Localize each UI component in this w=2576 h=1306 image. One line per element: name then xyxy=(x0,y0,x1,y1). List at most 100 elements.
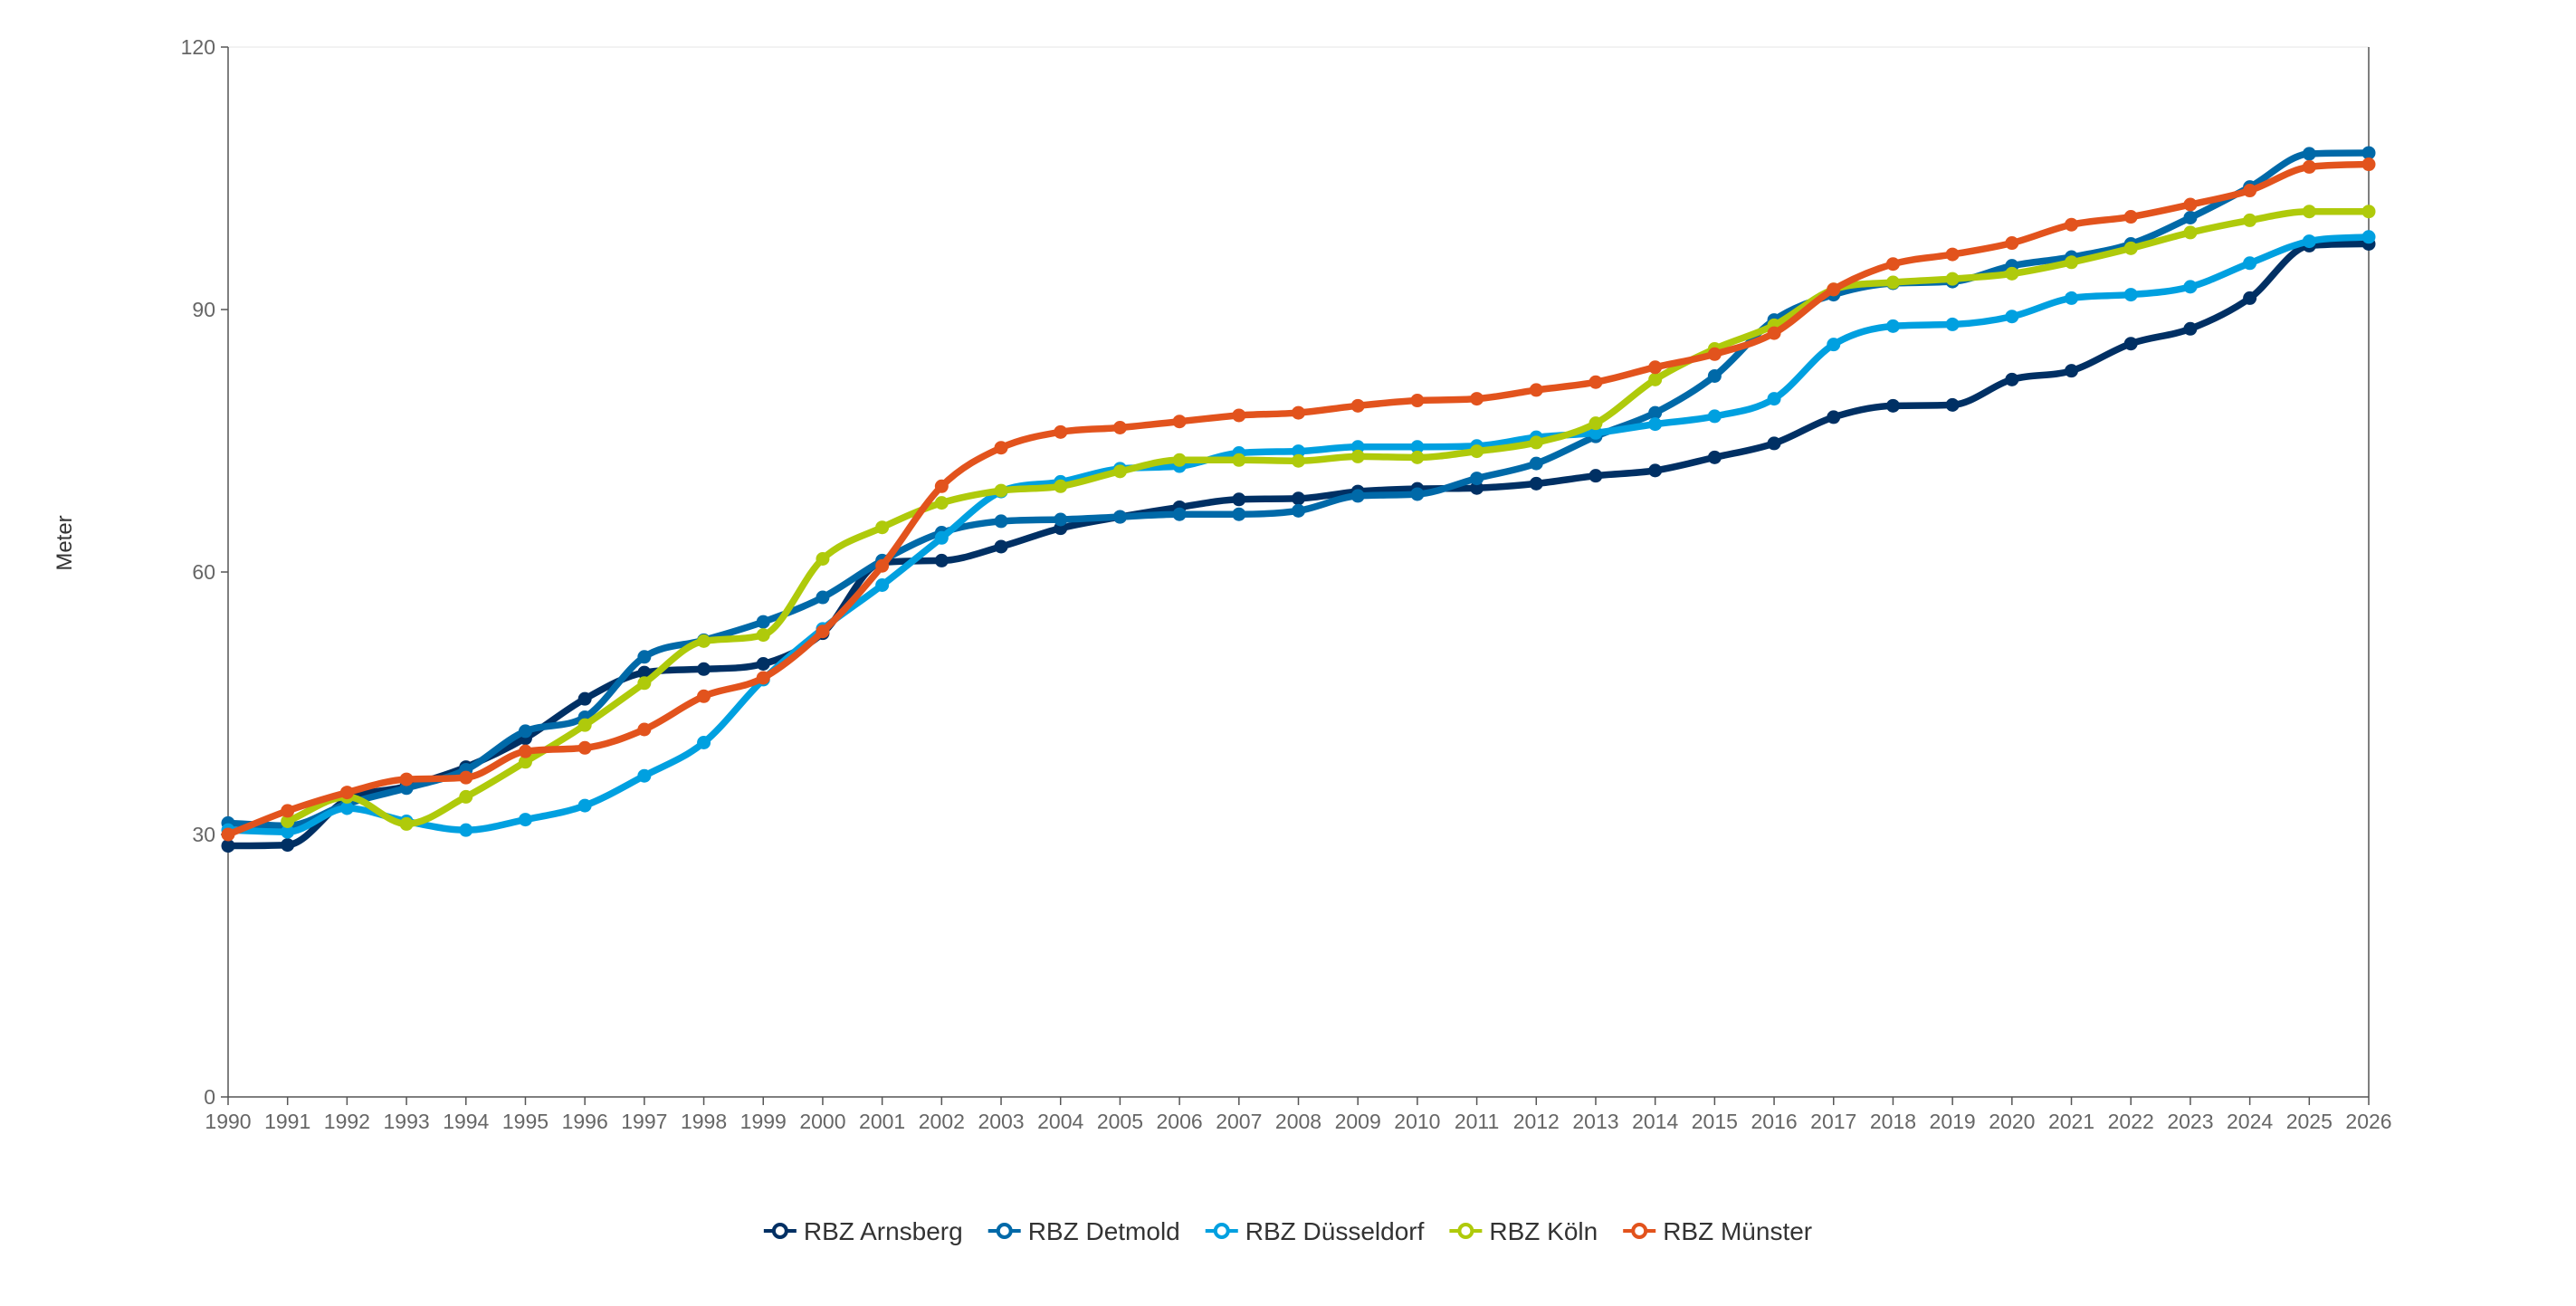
data-point[interactable] xyxy=(2302,234,2316,249)
data-point[interactable] xyxy=(934,496,949,510)
data-point[interactable] xyxy=(1589,425,1603,440)
data-point[interactable] xyxy=(1410,450,1425,464)
data-point[interactable] xyxy=(459,770,473,785)
data-point[interactable] xyxy=(934,553,949,567)
data-point[interactable] xyxy=(1350,449,1365,463)
data-point[interactable] xyxy=(697,662,711,676)
data-point[interactable] xyxy=(281,804,295,818)
data-point[interactable] xyxy=(697,736,711,749)
data-point[interactable] xyxy=(2243,213,2257,227)
data-point[interactable] xyxy=(2243,184,2257,198)
data-point[interactable] xyxy=(1648,360,1663,375)
data-point[interactable] xyxy=(994,483,1008,498)
data-point[interactable] xyxy=(2361,230,2376,244)
data-point[interactable] xyxy=(2123,288,2138,302)
data-point[interactable] xyxy=(1885,319,1900,333)
data-point[interactable] xyxy=(577,798,592,813)
data-point[interactable] xyxy=(1767,326,1781,340)
data-point[interactable] xyxy=(518,813,532,827)
data-point[interactable] xyxy=(1054,479,1068,493)
data-point[interactable] xyxy=(1529,476,1543,491)
data-point[interactable] xyxy=(637,676,652,691)
data-point[interactable] xyxy=(2065,255,2079,270)
data-point[interactable] xyxy=(1232,507,1246,521)
data-point[interactable] xyxy=(2005,236,2019,251)
data-point[interactable] xyxy=(1945,272,1960,286)
data-point[interactable] xyxy=(637,768,652,783)
data-point[interactable] xyxy=(1292,405,1305,420)
data-point[interactable] xyxy=(2183,321,2198,336)
data-point[interactable] xyxy=(1648,417,1663,432)
data-point[interactable] xyxy=(1885,275,1900,290)
data-point[interactable] xyxy=(637,650,652,664)
data-point[interactable] xyxy=(399,816,414,831)
data-point[interactable] xyxy=(2123,210,2138,224)
data-point[interactable] xyxy=(697,689,711,703)
data-point[interactable] xyxy=(1827,410,1841,424)
data-point[interactable] xyxy=(1707,450,1722,464)
data-point[interactable] xyxy=(2302,147,2316,161)
data-point[interactable] xyxy=(2302,159,2316,174)
data-point[interactable] xyxy=(577,740,592,755)
data-point[interactable] xyxy=(2302,205,2316,219)
data-point[interactable] xyxy=(1292,453,1305,468)
data-point[interactable] xyxy=(577,718,592,732)
data-point[interactable] xyxy=(1589,375,1603,389)
data-point[interactable] xyxy=(518,724,532,739)
data-point[interactable] xyxy=(1648,372,1663,386)
data-point[interactable] xyxy=(1470,481,1484,495)
data-point[interactable] xyxy=(399,772,414,786)
data-point[interactable] xyxy=(816,590,830,605)
data-point[interactable] xyxy=(339,786,354,800)
data-point[interactable] xyxy=(2005,266,2019,281)
data-point[interactable] xyxy=(1827,282,1841,297)
data-point[interactable] xyxy=(1410,394,1425,408)
data-point[interactable] xyxy=(637,665,652,680)
data-point[interactable] xyxy=(281,815,295,828)
data-point[interactable] xyxy=(756,657,770,671)
data-point[interactable] xyxy=(221,839,235,853)
data-point[interactable] xyxy=(1707,368,1722,383)
data-point[interactable] xyxy=(1589,416,1603,431)
legend-item[interactable]: RBZ Arnsberg xyxy=(763,1217,963,1245)
data-point[interactable] xyxy=(1648,463,1663,478)
data-point[interactable] xyxy=(756,671,770,685)
legend-item[interactable]: RBZ Köln xyxy=(1449,1217,1598,1245)
data-point[interactable] xyxy=(1648,405,1663,420)
data-point[interactable] xyxy=(1707,347,1722,361)
data-point[interactable] xyxy=(2243,291,2257,305)
data-point[interactable] xyxy=(281,838,295,853)
data-point[interactable] xyxy=(518,744,532,758)
data-point[interactable] xyxy=(1529,383,1543,397)
data-point[interactable] xyxy=(2183,197,2198,212)
data-point[interactable] xyxy=(2361,146,2376,160)
data-point[interactable] xyxy=(2361,157,2376,172)
data-point[interactable] xyxy=(2183,211,2198,224)
data-point[interactable] xyxy=(2183,225,2198,240)
data-point[interactable] xyxy=(281,825,295,839)
data-point[interactable] xyxy=(756,628,770,643)
data-point[interactable] xyxy=(1945,397,1960,412)
data-point[interactable] xyxy=(1112,421,1127,434)
data-point[interactable] xyxy=(697,634,711,648)
data-point[interactable] xyxy=(1707,409,1722,424)
data-point[interactable] xyxy=(1232,492,1246,507)
data-point[interactable] xyxy=(2123,241,2138,255)
data-point[interactable] xyxy=(221,827,235,842)
data-point[interactable] xyxy=(1232,453,1246,467)
data-point[interactable] xyxy=(1767,436,1781,451)
data-point[interactable] xyxy=(875,558,890,573)
data-point[interactable] xyxy=(1827,338,1841,352)
data-point[interactable] xyxy=(2123,337,2138,351)
data-point[interactable] xyxy=(1945,247,1960,262)
data-point[interactable] xyxy=(2065,364,2079,378)
data-point[interactable] xyxy=(1112,464,1127,479)
data-point[interactable] xyxy=(1172,415,1187,429)
data-point[interactable] xyxy=(2361,205,2376,219)
data-point[interactable] xyxy=(2005,310,2019,324)
data-point[interactable] xyxy=(994,441,1008,455)
data-point[interactable] xyxy=(1172,453,1187,467)
data-point[interactable] xyxy=(816,624,830,639)
data-point[interactable] xyxy=(816,552,830,566)
data-point[interactable] xyxy=(934,479,949,493)
